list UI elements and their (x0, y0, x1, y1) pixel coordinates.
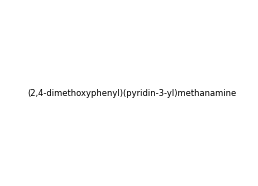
Text: (2,4-dimethoxyphenyl)(pyridin-3-yl)methanamine: (2,4-dimethoxyphenyl)(pyridin-3-yl)metha… (28, 89, 237, 98)
